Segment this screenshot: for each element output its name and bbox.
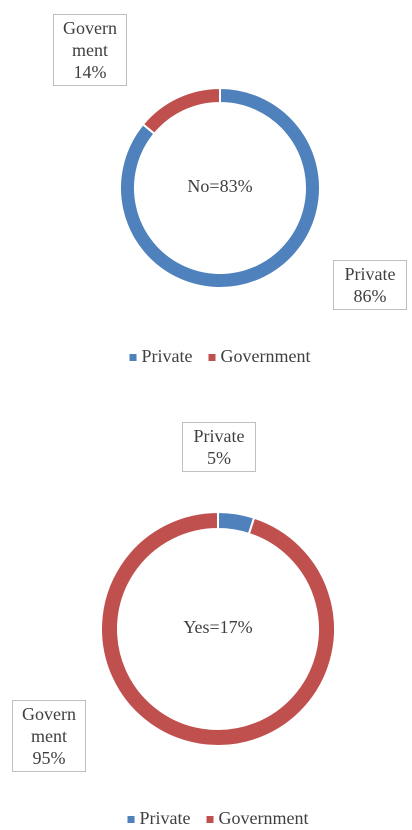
donut-segment xyxy=(119,86,321,289)
data-label: Private 5% xyxy=(182,422,256,472)
data-label: Government 95% xyxy=(12,700,86,772)
data-label: Private 86% xyxy=(333,260,407,310)
center-text: Yes=17% xyxy=(183,617,252,637)
label-value: 86% xyxy=(353,286,387,306)
donut-segment xyxy=(100,510,336,747)
legend-label: Private xyxy=(140,808,191,828)
legend-label: Private xyxy=(142,346,193,366)
label-category: Private xyxy=(193,426,245,446)
label-category: Government xyxy=(63,18,117,60)
legend-swatch xyxy=(206,816,214,823)
legend-swatch xyxy=(127,816,135,823)
legend: Private Government xyxy=(127,808,309,828)
legend: Private Government xyxy=(129,346,311,366)
legend-label: Government xyxy=(219,808,309,828)
donut-segment xyxy=(141,86,221,136)
donut-segment xyxy=(217,510,256,536)
label-category: Government xyxy=(22,704,76,746)
label-value: 14% xyxy=(73,62,107,82)
label-value: 5% xyxy=(207,448,231,468)
legend-swatch xyxy=(208,354,216,361)
data-label: Government 14% xyxy=(53,14,127,86)
center-text: No=83% xyxy=(187,176,252,196)
label-value: 95% xyxy=(32,748,66,768)
legend-swatch xyxy=(129,354,137,361)
label-category: Private xyxy=(344,264,396,284)
legend-label: Government xyxy=(221,346,311,366)
